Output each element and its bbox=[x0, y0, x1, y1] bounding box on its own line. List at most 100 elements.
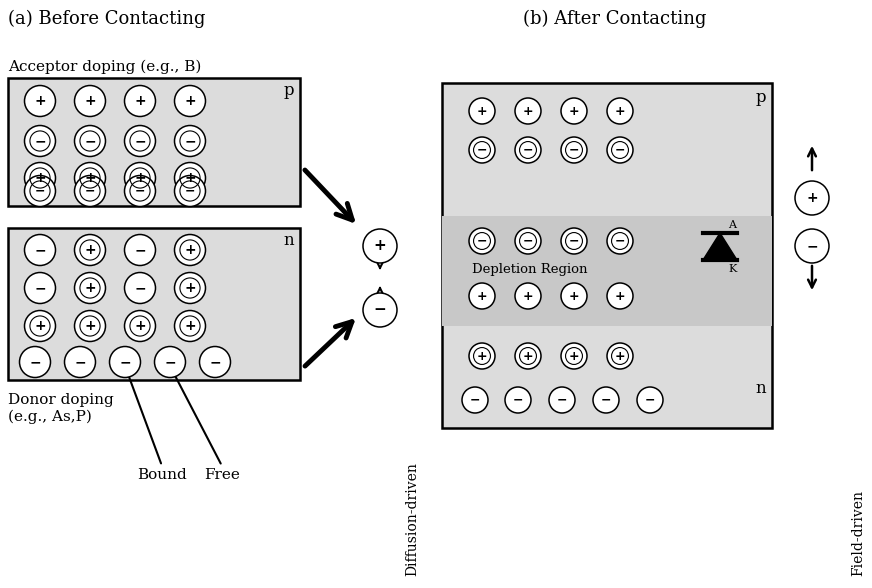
Text: −: − bbox=[119, 355, 131, 369]
Text: Diffusion-driven: Diffusion-driven bbox=[405, 462, 419, 576]
Circle shape bbox=[469, 228, 495, 254]
Circle shape bbox=[125, 162, 155, 193]
Text: Free: Free bbox=[204, 468, 240, 482]
Text: +: + bbox=[184, 171, 196, 185]
Text: p: p bbox=[755, 89, 766, 106]
Circle shape bbox=[561, 283, 587, 309]
Circle shape bbox=[469, 98, 495, 124]
Text: A: A bbox=[728, 220, 736, 230]
Text: −: − bbox=[185, 185, 195, 198]
Circle shape bbox=[637, 387, 663, 413]
Circle shape bbox=[174, 125, 206, 156]
Circle shape bbox=[174, 310, 206, 342]
Text: +: + bbox=[34, 319, 46, 333]
Circle shape bbox=[125, 125, 155, 156]
Bar bbox=[442, 83, 772, 428]
Circle shape bbox=[74, 85, 106, 116]
Circle shape bbox=[469, 343, 495, 369]
Circle shape bbox=[505, 387, 531, 413]
Text: +: + bbox=[615, 349, 625, 362]
Circle shape bbox=[24, 85, 56, 116]
Circle shape bbox=[469, 137, 495, 163]
Circle shape bbox=[24, 235, 56, 266]
Text: +: + bbox=[184, 94, 196, 108]
Text: +: + bbox=[34, 94, 46, 108]
Circle shape bbox=[174, 235, 206, 266]
Circle shape bbox=[561, 343, 587, 369]
Text: +: + bbox=[85, 281, 96, 295]
Text: +: + bbox=[477, 105, 487, 118]
Circle shape bbox=[363, 229, 397, 263]
Text: Donor doping
(e.g., As,P): Donor doping (e.g., As,P) bbox=[8, 393, 113, 424]
Text: −: − bbox=[470, 393, 480, 406]
Text: −: − bbox=[477, 235, 487, 248]
Text: −: − bbox=[34, 243, 46, 257]
Circle shape bbox=[515, 343, 541, 369]
Text: +: + bbox=[807, 191, 818, 205]
Text: n: n bbox=[283, 232, 294, 249]
Text: −: − bbox=[85, 185, 95, 198]
Circle shape bbox=[74, 310, 106, 342]
Circle shape bbox=[125, 175, 155, 206]
Circle shape bbox=[74, 272, 106, 303]
Text: Depletion Region: Depletion Region bbox=[472, 263, 588, 276]
Text: −: − bbox=[807, 239, 818, 253]
Circle shape bbox=[74, 125, 106, 156]
Circle shape bbox=[607, 343, 633, 369]
Text: +: + bbox=[373, 239, 386, 253]
Circle shape bbox=[174, 85, 206, 116]
Circle shape bbox=[515, 283, 541, 309]
Text: +: + bbox=[615, 289, 625, 302]
Circle shape bbox=[561, 98, 587, 124]
Text: −: − bbox=[556, 393, 568, 406]
Text: −: − bbox=[373, 302, 386, 318]
Circle shape bbox=[607, 98, 633, 124]
Polygon shape bbox=[703, 233, 737, 260]
Text: +: + bbox=[569, 349, 579, 362]
Circle shape bbox=[462, 387, 488, 413]
Text: +: + bbox=[615, 105, 625, 118]
Text: K: K bbox=[728, 264, 736, 274]
Circle shape bbox=[24, 310, 56, 342]
Text: +: + bbox=[477, 349, 487, 362]
Circle shape bbox=[125, 310, 155, 342]
Text: −: − bbox=[615, 235, 625, 248]
Circle shape bbox=[110, 346, 140, 377]
Circle shape bbox=[174, 162, 206, 193]
Text: (b) After Contacting: (b) After Contacting bbox=[523, 10, 706, 28]
Text: −: − bbox=[134, 243, 146, 257]
Text: −: − bbox=[74, 355, 85, 369]
Circle shape bbox=[515, 228, 541, 254]
Text: −: − bbox=[601, 393, 611, 406]
Circle shape bbox=[154, 346, 186, 377]
Text: +: + bbox=[184, 281, 196, 295]
Text: −: − bbox=[522, 143, 534, 156]
Text: +: + bbox=[134, 94, 146, 108]
Text: +: + bbox=[85, 94, 96, 108]
Circle shape bbox=[24, 272, 56, 303]
Text: −: − bbox=[522, 235, 534, 248]
Text: −: − bbox=[135, 185, 146, 198]
Circle shape bbox=[19, 346, 51, 377]
Text: +: + bbox=[184, 319, 196, 333]
Circle shape bbox=[607, 283, 633, 309]
Circle shape bbox=[74, 235, 106, 266]
Circle shape bbox=[200, 346, 230, 377]
Text: n: n bbox=[755, 380, 766, 397]
Bar bbox=[442, 216, 772, 326]
Bar bbox=[8, 228, 300, 380]
Circle shape bbox=[593, 387, 619, 413]
Circle shape bbox=[174, 175, 206, 206]
Circle shape bbox=[125, 235, 155, 266]
Circle shape bbox=[515, 137, 541, 163]
Text: +: + bbox=[569, 289, 579, 302]
Text: −: − bbox=[34, 281, 46, 295]
Text: (a) Before Contacting: (a) Before Contacting bbox=[8, 10, 206, 28]
Text: −: − bbox=[569, 143, 579, 156]
Text: −: − bbox=[615, 143, 625, 156]
Text: −: − bbox=[569, 235, 579, 248]
Text: +: + bbox=[134, 319, 146, 333]
Circle shape bbox=[125, 272, 155, 303]
Text: +: + bbox=[85, 319, 96, 333]
Text: +: + bbox=[569, 105, 579, 118]
